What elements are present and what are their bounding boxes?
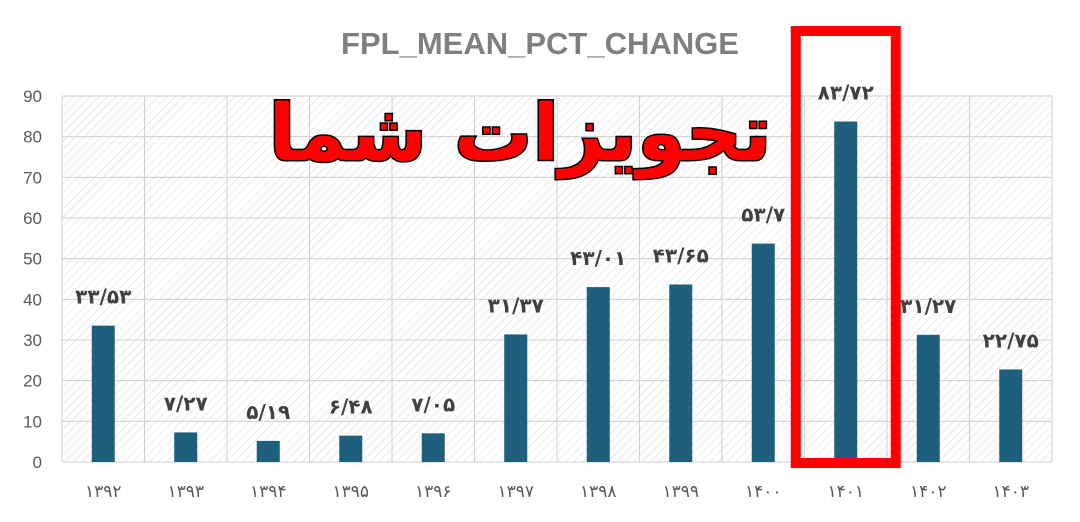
bar <box>586 287 610 462</box>
data-label: ۴۳/۶۵ <box>653 243 709 267</box>
bar <box>504 334 528 462</box>
y-tick-label: 40 <box>23 290 42 309</box>
y-tick-label: 20 <box>23 372 42 391</box>
data-labels: ۳۳/۵۳ ۷/۲۷ ۵/۱۹ ۶/۴۸ ۷/۰۵ ۳۱/۳۷ ۴۳/۰۱ ۴۳/۶۵ ۵۳/۷… <box>75 81 1039 424</box>
data-label: ۵/۱۹ <box>246 400 290 424</box>
gridlines <box>61 95 1053 463</box>
data-label: ۶/۴۸ <box>329 395 373 419</box>
y-tick-label: 90 <box>23 87 42 106</box>
data-label: ۷/۲۷ <box>164 391 208 415</box>
x-tick-label: ۱۴۰۳ <box>992 482 1029 502</box>
x-tick-label: ۱۳۹۵ <box>332 482 369 502</box>
x-tick-label: ۱۳۹۸ <box>580 482 617 502</box>
y-tick-label: 60 <box>23 209 42 228</box>
y-tick-label: 10 <box>23 412 42 431</box>
x-tick-label: ۱۳۹۳ <box>167 482 204 502</box>
y-tick-label: 80 <box>23 128 42 147</box>
data-label: ۵۳/۷ <box>741 203 785 227</box>
y-axis: 0 10 20 30 40 50 60 70 80 90 <box>23 87 42 472</box>
data-label: ۳۱/۳۷ <box>488 293 544 317</box>
x-tick-label: ۱۳۹۹ <box>662 482 699 502</box>
y-tick-label: 70 <box>23 168 42 187</box>
bar <box>91 325 115 462</box>
bars <box>91 121 1023 462</box>
data-label: ۴۳/۰۱ <box>570 246 626 270</box>
overlay-caption: تجویزات شما <box>269 89 772 179</box>
data-label: ۸۳/۷۲ <box>818 81 874 105</box>
x-tick-label: ۱۴۰۰ <box>745 482 782 502</box>
data-label: ۲۲/۷۵ <box>983 328 1039 352</box>
bar <box>339 435 363 462</box>
x-tick-label: ۱۴۰۲ <box>910 482 947 502</box>
bar <box>999 369 1023 462</box>
x-axis: ۱۳۹۲ ۱۳۹۳ ۱۳۹۴ ۱۳۹۵ ۱۳۹۶ ۱۳۹۷ ۱۳۹۸ ۱۳۹۹ ۱۴۰۰ ۱۴۰۱… <box>85 482 1029 502</box>
bar <box>834 121 858 462</box>
x-tick-label: ۱۳۹۲ <box>85 482 122 502</box>
y-tick-label: 30 <box>23 331 42 350</box>
bar <box>174 432 198 462</box>
data-label: ۳۱/۲۷ <box>900 294 956 318</box>
x-tick-label: ۱۳۹۴ <box>250 482 287 502</box>
x-tick-label: ۱۳۹۶ <box>415 482 452 502</box>
bar <box>421 433 445 462</box>
bar <box>751 243 775 462</box>
bar <box>669 284 693 462</box>
data-label: ۷/۰۵ <box>411 392 455 416</box>
x-tick-label: ۱۳۹۷ <box>497 482 534 502</box>
highlight-box <box>790 26 901 468</box>
bar <box>916 334 940 462</box>
y-tick-label: 0 <box>33 453 42 472</box>
data-label: ۳۳/۵۳ <box>75 285 131 309</box>
chart-title: FPL_MEAN_PCT_CHANGE <box>341 26 739 61</box>
x-tick-label: ۱۴۰۱ <box>827 482 864 502</box>
bar <box>256 440 280 462</box>
y-tick-label: 50 <box>23 250 42 269</box>
